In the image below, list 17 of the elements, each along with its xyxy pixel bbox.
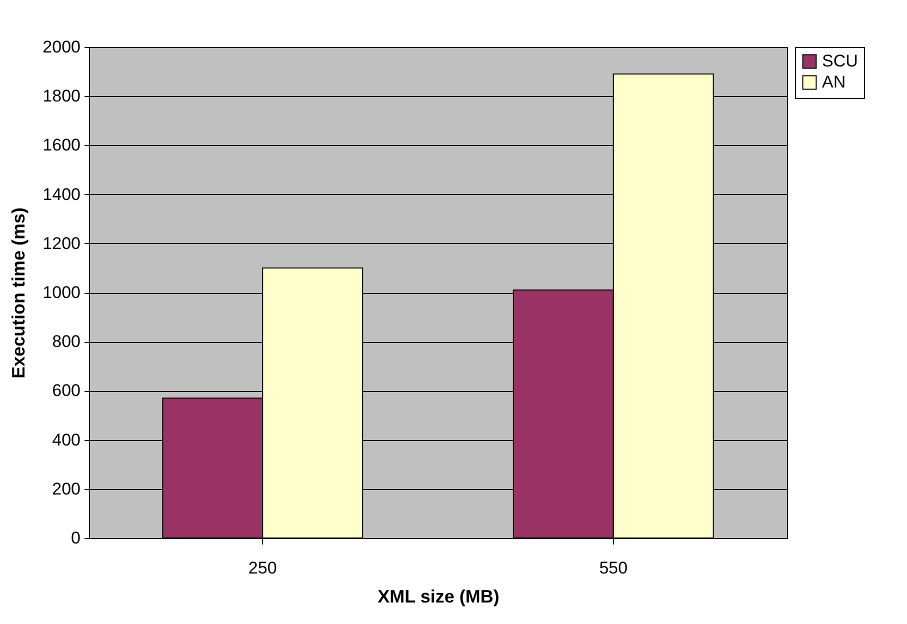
x-tick-label: 250 <box>248 558 277 578</box>
y-tick-label: 600 <box>52 381 80 400</box>
y-tick-label: 1200 <box>42 234 80 253</box>
x-axis-title: XML size (MB) <box>378 586 500 606</box>
legend-label: SCU <box>822 52 858 70</box>
x-tick-label: 550 <box>599 558 628 578</box>
y-axis-title: Execution time (ms) <box>8 207 29 379</box>
y-tick-label: 200 <box>52 479 80 498</box>
y-tick-label: 800 <box>52 332 80 352</box>
y-tick-label: 1000 <box>42 283 80 302</box>
y-tick-label: 1400 <box>42 184 80 204</box>
y-tick-label: 400 <box>52 430 80 450</box>
legend-label: AN <box>822 72 846 92</box>
y-tick-label: 1800 <box>42 86 80 106</box>
y-tick-label: 1600 <box>42 136 80 155</box>
y-tick-label: 0 <box>71 528 80 548</box>
y-tick-label: 2000 <box>42 38 80 56</box>
